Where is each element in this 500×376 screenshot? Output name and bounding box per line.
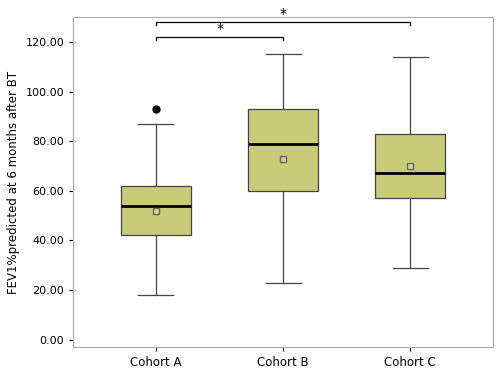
PathPatch shape	[376, 134, 446, 198]
Y-axis label: FEV1%predicted at 6 months after BT: FEV1%predicted at 6 months after BT	[7, 71, 20, 294]
PathPatch shape	[121, 186, 191, 235]
Text: *: *	[280, 8, 286, 21]
Text: *: *	[216, 22, 223, 36]
PathPatch shape	[248, 109, 318, 191]
